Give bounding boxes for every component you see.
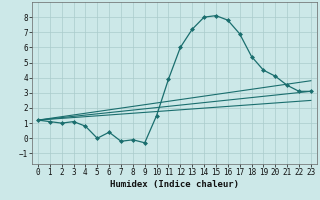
X-axis label: Humidex (Indice chaleur): Humidex (Indice chaleur) bbox=[110, 180, 239, 189]
